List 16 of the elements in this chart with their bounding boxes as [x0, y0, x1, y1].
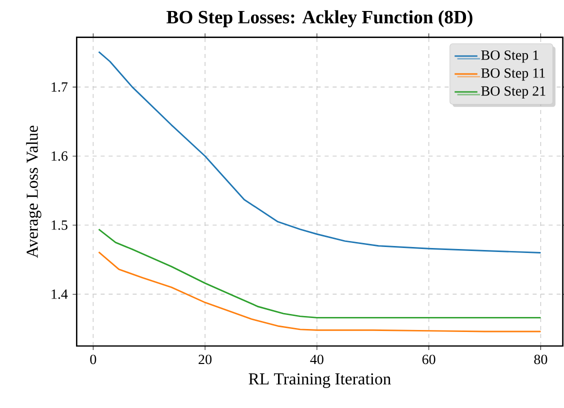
- legend-label: BO Step 21: [481, 86, 546, 99]
- chart-title: BO Step Losses: Ackley Function (8D): [166, 10, 472, 28]
- line-series: [98, 251, 542, 332]
- y-axis-title: Average Loss Value: [26, 126, 42, 258]
- x-tick-label: 40: [310, 354, 324, 364]
- x-tick-label: 20: [198, 354, 212, 364]
- x-tick-label: 80: [534, 354, 548, 364]
- x-tick-label: 0: [90, 354, 96, 364]
- legend-label: BO Step 1: [481, 50, 538, 63]
- y-tick-label: 1.4: [52, 289, 68, 299]
- y-tick-label: 1.7: [52, 82, 68, 92]
- x-axis-title: RL Training Iteration: [248, 373, 391, 388]
- x-tick-label: 60: [422, 354, 436, 364]
- y-tick-label: 1.5: [52, 220, 68, 230]
- legend-label: BO Step 11: [481, 68, 545, 81]
- y-tick-label: 1.6: [52, 151, 68, 161]
